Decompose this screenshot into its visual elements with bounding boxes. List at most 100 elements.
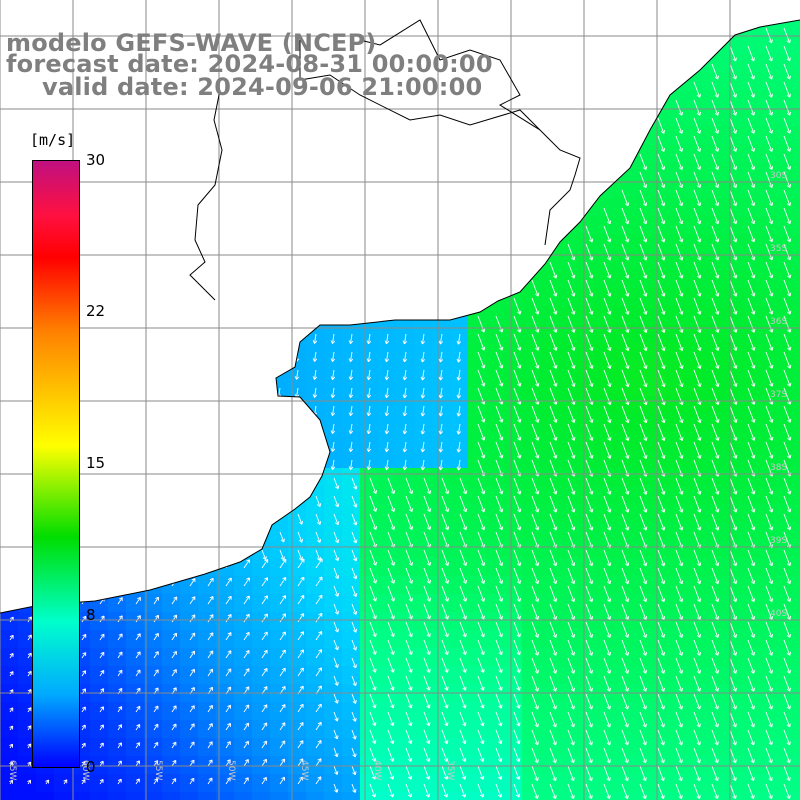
wind-arrow	[603, 279, 611, 297]
wind-speed-cell	[252, 702, 270, 720]
wind-arrowhead	[402, 412, 408, 417]
wind-arrowhead	[534, 633, 540, 638]
wind-speed-cell	[630, 558, 648, 576]
wind-arrowhead	[426, 722, 431, 727]
wind-arrowhead	[300, 613, 305, 617]
wind-arrowhead	[498, 651, 503, 656]
wind-arrow	[639, 351, 647, 369]
wind-arrow	[369, 675, 376, 691]
wind-speed-cell	[324, 468, 342, 486]
wind-arrow	[693, 585, 701, 602]
wind-arrowhead	[733, 346, 738, 351]
wind-arrowhead	[480, 562, 486, 567]
wind-arrowhead	[786, 75, 791, 80]
wind-arrow	[495, 639, 503, 655]
wind-arrowhead	[679, 383, 684, 388]
wind-arrowhead	[281, 685, 286, 690]
wind-arrow	[693, 225, 701, 243]
wind-speed-cell	[720, 288, 738, 306]
wind-speed-cell	[468, 792, 486, 800]
wind-arrowhead	[372, 490, 378, 494]
wind-arrowhead	[552, 795, 557, 800]
wind-speed-cell	[126, 666, 144, 684]
wind-arrow	[261, 740, 268, 749]
wind-arrow	[297, 531, 303, 543]
wind-speed-cell	[198, 738, 216, 756]
wind-arrow	[675, 531, 683, 549]
wind-arrow	[531, 765, 539, 781]
lon-label: 40W	[372, 760, 382, 780]
wind-speed-cell	[414, 486, 432, 504]
wind-arrowhead	[426, 490, 432, 495]
wind-arrow	[747, 351, 755, 369]
wind-arrow	[477, 423, 485, 441]
wind-speed-cell	[666, 720, 684, 738]
wind-arrow	[99, 670, 105, 677]
wind-arrow	[693, 387, 701, 405]
wind-speed-cell	[666, 630, 684, 648]
wind-arrowhead	[768, 129, 773, 134]
wind-arrowhead	[678, 741, 683, 746]
wind-arrowhead	[499, 418, 504, 423]
wind-arrowhead	[281, 649, 286, 654]
wind-arrow	[783, 423, 791, 441]
wind-speed-cell	[756, 522, 774, 540]
wind-arrowhead	[714, 111, 719, 116]
wind-arrowhead	[45, 779, 50, 784]
wind-arrow	[585, 387, 593, 405]
wind-arrowhead	[402, 340, 408, 345]
wind-arrowhead	[624, 723, 629, 728]
wind-speed-cell	[576, 504, 594, 522]
wind-arrow	[675, 495, 683, 513]
wind-arrowhead	[624, 634, 630, 638]
wind-speed-cell	[504, 738, 522, 756]
wind-arrowhead	[787, 418, 792, 423]
wind-arrowhead	[191, 614, 196, 619]
wind-speed-cell	[252, 774, 270, 792]
wind-arrowhead	[154, 778, 158, 783]
wind-arrow	[711, 387, 719, 405]
wind-arrow	[783, 297, 791, 315]
wind-speed-cell	[378, 522, 396, 540]
wind-arrow	[405, 639, 412, 655]
wind-arrow	[783, 513, 791, 531]
wind-arrow	[225, 741, 231, 749]
wind-speed-cell	[612, 666, 630, 684]
wind-speed-cell	[612, 180, 630, 198]
wind-arrow	[333, 783, 338, 793]
wind-arrowhead	[589, 401, 594, 405]
wind-arrowhead	[480, 597, 485, 602]
wind-speed-cell	[594, 576, 612, 594]
wind-arrowhead	[787, 490, 792, 495]
wind-arrow	[441, 621, 449, 638]
wind-arrow	[765, 45, 773, 62]
wind-arrow	[621, 207, 629, 225]
wind-arrow	[368, 369, 371, 380]
wind-arrow	[585, 711, 593, 728]
wind-speed-cell	[252, 738, 270, 756]
wind-arrowhead	[498, 526, 504, 531]
wind-arrow	[711, 729, 719, 746]
wind-speed-cell	[702, 540, 720, 558]
wind-arrow	[369, 621, 377, 637]
wind-speed-cell	[342, 774, 360, 792]
wind-arrowhead	[330, 376, 336, 380]
wind-speed-cell	[180, 702, 198, 720]
wind-speed-cell	[342, 756, 360, 774]
wind-arrowhead	[516, 651, 521, 656]
wind-arrowhead	[499, 346, 504, 351]
wind-arrowhead	[606, 562, 612, 567]
wind-arrowhead	[678, 562, 684, 567]
wind-speed-cell	[774, 144, 792, 162]
wind-speed-cell	[756, 360, 774, 378]
wind-speed-cell	[558, 666, 576, 684]
wind-arrowhead	[390, 526, 396, 530]
wind-arrow	[567, 747, 575, 764]
wind-arrow	[387, 765, 394, 780]
wind-speed-cell	[612, 738, 630, 756]
wind-arrow	[657, 297, 665, 315]
wind-arrowhead	[607, 347, 612, 351]
wind-arrowhead	[444, 562, 450, 566]
wind-arrowhead	[534, 759, 539, 764]
wind-arrowhead	[553, 364, 558, 369]
